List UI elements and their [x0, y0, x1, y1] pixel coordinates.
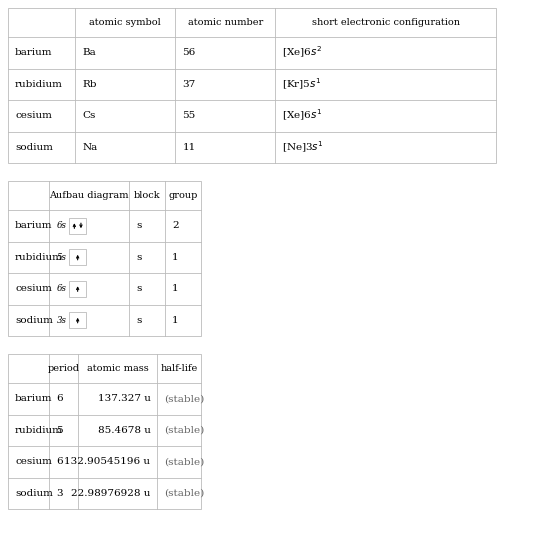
- Text: [Xe]6$s^{2}$: [Xe]6$s^{2}$: [282, 45, 322, 60]
- Text: atomic mass: atomic mass: [87, 364, 149, 373]
- Text: 22.98976928 u: 22.98976928 u: [71, 489, 150, 498]
- Text: 1: 1: [172, 316, 178, 325]
- Text: 85.4678 u: 85.4678 u: [98, 426, 150, 435]
- Text: atomic symbol: atomic symbol: [89, 18, 161, 27]
- Text: 1: 1: [172, 284, 178, 293]
- Text: 137.327 u: 137.327 u: [98, 394, 150, 403]
- Text: 6: 6: [56, 457, 63, 466]
- Text: s: s: [136, 221, 141, 230]
- Bar: [8, 8, 496, 163]
- Text: s: s: [136, 284, 141, 293]
- Text: Ba: Ba: [82, 48, 96, 57]
- Text: rubidium: rubidium: [15, 80, 63, 89]
- Text: Rb: Rb: [82, 80, 97, 89]
- Text: Na: Na: [82, 143, 98, 152]
- Text: 3: 3: [56, 489, 63, 498]
- Text: [Kr]5$s^{1}$: [Kr]5$s^{1}$: [282, 76, 322, 92]
- Text: cesium: cesium: [15, 284, 52, 293]
- Text: Aufbau diagram: Aufbau diagram: [49, 191, 129, 200]
- Text: 6s: 6s: [56, 221, 66, 230]
- Text: cesium: cesium: [15, 111, 52, 120]
- Text: (stable): (stable): [164, 489, 205, 498]
- Bar: [8, 181, 201, 336]
- Text: 5: 5: [56, 426, 63, 435]
- Text: sodium: sodium: [15, 489, 53, 498]
- Text: 132.90545196 u: 132.90545196 u: [64, 457, 150, 466]
- Text: 1: 1: [172, 253, 178, 262]
- Text: (stable): (stable): [164, 426, 205, 435]
- Text: rubidium: rubidium: [15, 426, 63, 435]
- Bar: [8, 354, 201, 509]
- Text: 37: 37: [183, 80, 196, 89]
- Text: barium: barium: [15, 48, 53, 57]
- Text: rubidium: rubidium: [15, 253, 63, 262]
- Text: period: period: [48, 364, 80, 373]
- Text: 5s: 5s: [56, 253, 66, 262]
- Bar: [69, 217, 86, 234]
- Text: 2: 2: [172, 221, 178, 230]
- Text: [Xe]6$s^{1}$: [Xe]6$s^{1}$: [282, 108, 322, 124]
- Text: barium: barium: [15, 221, 53, 230]
- Text: 56: 56: [183, 48, 196, 57]
- Text: half-life: half-life: [160, 364, 198, 373]
- Bar: [69, 312, 86, 328]
- Text: sodium: sodium: [15, 316, 53, 325]
- Text: s: s: [136, 253, 141, 262]
- Text: (stable): (stable): [164, 394, 205, 403]
- Text: 11: 11: [183, 143, 196, 152]
- Text: [Ne]3$s^{1}$: [Ne]3$s^{1}$: [282, 140, 324, 155]
- Text: Cs: Cs: [82, 111, 96, 120]
- Text: sodium: sodium: [15, 143, 53, 152]
- Text: 3s: 3s: [56, 316, 66, 325]
- Text: (stable): (stable): [164, 457, 205, 466]
- Text: short electronic configuration: short electronic configuration: [312, 18, 460, 27]
- Text: 6s: 6s: [56, 284, 66, 293]
- Text: 6: 6: [56, 394, 63, 403]
- Text: cesium: cesium: [15, 457, 52, 466]
- Text: 55: 55: [183, 111, 196, 120]
- Bar: [69, 249, 86, 266]
- Bar: [69, 281, 86, 297]
- Text: s: s: [136, 316, 141, 325]
- Text: barium: barium: [15, 394, 53, 403]
- Text: block: block: [133, 191, 160, 200]
- Text: atomic number: atomic number: [188, 18, 263, 27]
- Text: group: group: [168, 191, 198, 200]
